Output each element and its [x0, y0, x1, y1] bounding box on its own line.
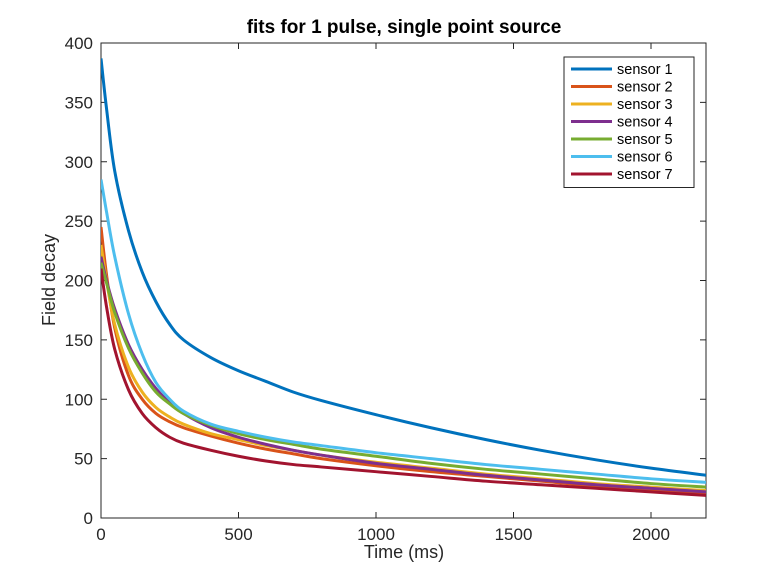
y-tick-label: 0: [84, 509, 93, 528]
legend-entry: sensor 3: [617, 97, 673, 113]
series-line-sensor-5: [101, 262, 706, 489]
chart-title: fits for 1 pulse, single point source: [247, 17, 562, 38]
x-tick-label: 1500: [495, 525, 533, 544]
y-axis: 0 50 100 150 200 250 300 350 400: [65, 34, 706, 528]
x-tick-label: 500: [224, 525, 252, 544]
x-axis: 0 500 1000 1500 2000: [96, 43, 670, 544]
series-line-sensor-1: [101, 58, 706, 477]
y-tick-label: 50: [74, 450, 93, 469]
y-tick-label: 100: [65, 390, 93, 409]
x-tick-label: 0: [96, 525, 105, 544]
x-tick-label: 1000: [357, 525, 395, 544]
y-tick-label: 300: [65, 153, 93, 172]
y-tick-label: 400: [65, 34, 93, 53]
legend-entry: sensor 6: [617, 150, 673, 166]
legend-entry: sensor 7: [617, 167, 673, 183]
x-axis-label: Time (ms): [364, 542, 444, 562]
y-tick-label: 200: [65, 272, 93, 291]
y-tick-label: 150: [65, 331, 93, 350]
y-tick-label: 350: [65, 93, 93, 112]
series-lines: [101, 58, 706, 497]
legend-entry: sensor 1: [617, 62, 673, 78]
legend-entry: sensor 5: [617, 132, 673, 148]
legend-entry: sensor 2: [617, 80, 673, 96]
series-line-sensor-6: [101, 179, 706, 484]
y-axis-label: Field decay: [39, 234, 59, 326]
legend-entry: sensor 4: [617, 115, 673, 131]
series-line-sensor-4: [101, 256, 706, 494]
series-line-sensor-7: [101, 268, 706, 497]
y-tick-label: 250: [65, 212, 93, 231]
x-tick-label: 2000: [632, 525, 670, 544]
